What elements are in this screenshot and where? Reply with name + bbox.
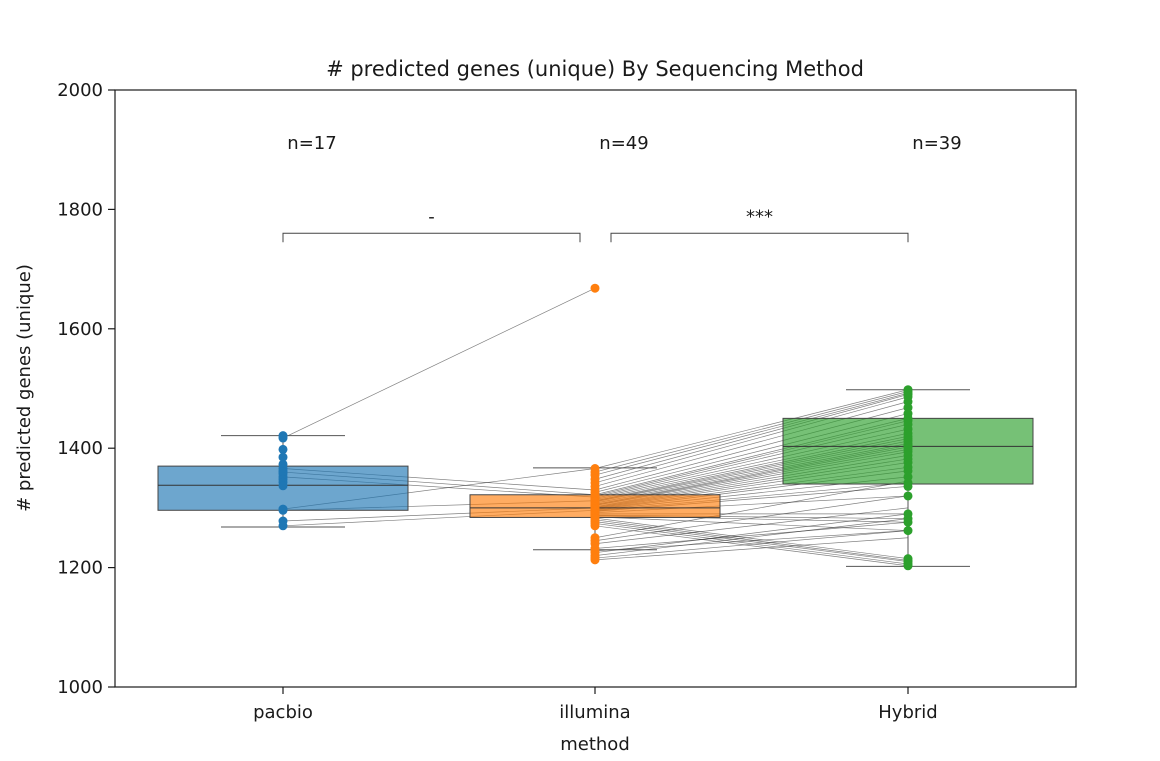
data-point — [278, 444, 288, 454]
y-tick-label: 1400 — [57, 438, 103, 459]
x-tick-label: Hybrid — [878, 702, 937, 723]
paired-line — [594, 513, 909, 554]
paired-line — [594, 537, 909, 561]
significance-bracket: - — [282, 206, 581, 243]
significance-bracket: *** — [610, 206, 909, 243]
data-point — [903, 481, 913, 491]
bracket-line — [610, 232, 909, 243]
bracket-line — [282, 232, 581, 243]
bracket-label: *** — [746, 206, 773, 227]
data-point — [590, 283, 600, 293]
chart-title: # predicted genes (unique) By Sequencing… — [326, 57, 864, 81]
data-point — [590, 555, 600, 565]
data-point — [903, 491, 913, 501]
plot-area-frame — [114, 89, 1077, 688]
paired-line — [594, 401, 909, 487]
points-layer — [278, 283, 913, 571]
paired-line — [594, 517, 909, 559]
paired-line — [594, 480, 909, 539]
data-point — [903, 526, 913, 536]
data-point — [278, 481, 288, 491]
y-axis-ticks: 1000 1200 1400 1600 1800 2000 — [57, 80, 115, 698]
paired-line — [594, 495, 909, 542]
y-tick-label: 1800 — [57, 199, 103, 220]
paired-line — [594, 391, 909, 473]
paired-line — [282, 287, 596, 439]
paired-line — [594, 530, 909, 559]
count-label: n=39 — [912, 133, 961, 154]
count-label: n=49 — [599, 133, 648, 154]
data-point — [278, 521, 288, 531]
count-label: n=17 — [287, 133, 336, 154]
data-point — [903, 517, 913, 527]
y-axis-label: # predicted genes (unique) — [14, 264, 35, 512]
y-tick-label: 1200 — [57, 558, 103, 579]
data-point — [278, 505, 288, 515]
paired-line — [594, 521, 909, 549]
bracket-label: - — [428, 206, 435, 227]
paired-line — [594, 396, 909, 484]
paired-line — [594, 389, 909, 469]
paired-line — [594, 530, 909, 552]
x-tick-label: pacbio — [253, 702, 313, 723]
x-axis-ticks: pacbio illumina Hybrid — [253, 687, 938, 723]
paired-line — [594, 516, 909, 531]
y-tick-label: 2000 — [57, 80, 103, 101]
x-axis-label: method — [560, 734, 630, 755]
paired-line — [594, 521, 909, 562]
data-point — [903, 561, 913, 571]
paired-line — [594, 392, 909, 476]
paired-line — [594, 519, 909, 561]
data-point — [278, 452, 288, 462]
data-point — [278, 433, 288, 443]
data-point — [590, 521, 600, 531]
y-tick-label: 1600 — [57, 319, 103, 340]
paired-line — [594, 394, 909, 480]
paired-line — [594, 525, 909, 567]
paired-line — [594, 523, 909, 565]
annotations-layer: n=17 n=49 n=39 - *** — [282, 133, 962, 243]
y-tick-label: 1000 — [57, 677, 103, 698]
paired-line — [594, 507, 909, 545]
x-tick-label: illumina — [559, 702, 630, 723]
